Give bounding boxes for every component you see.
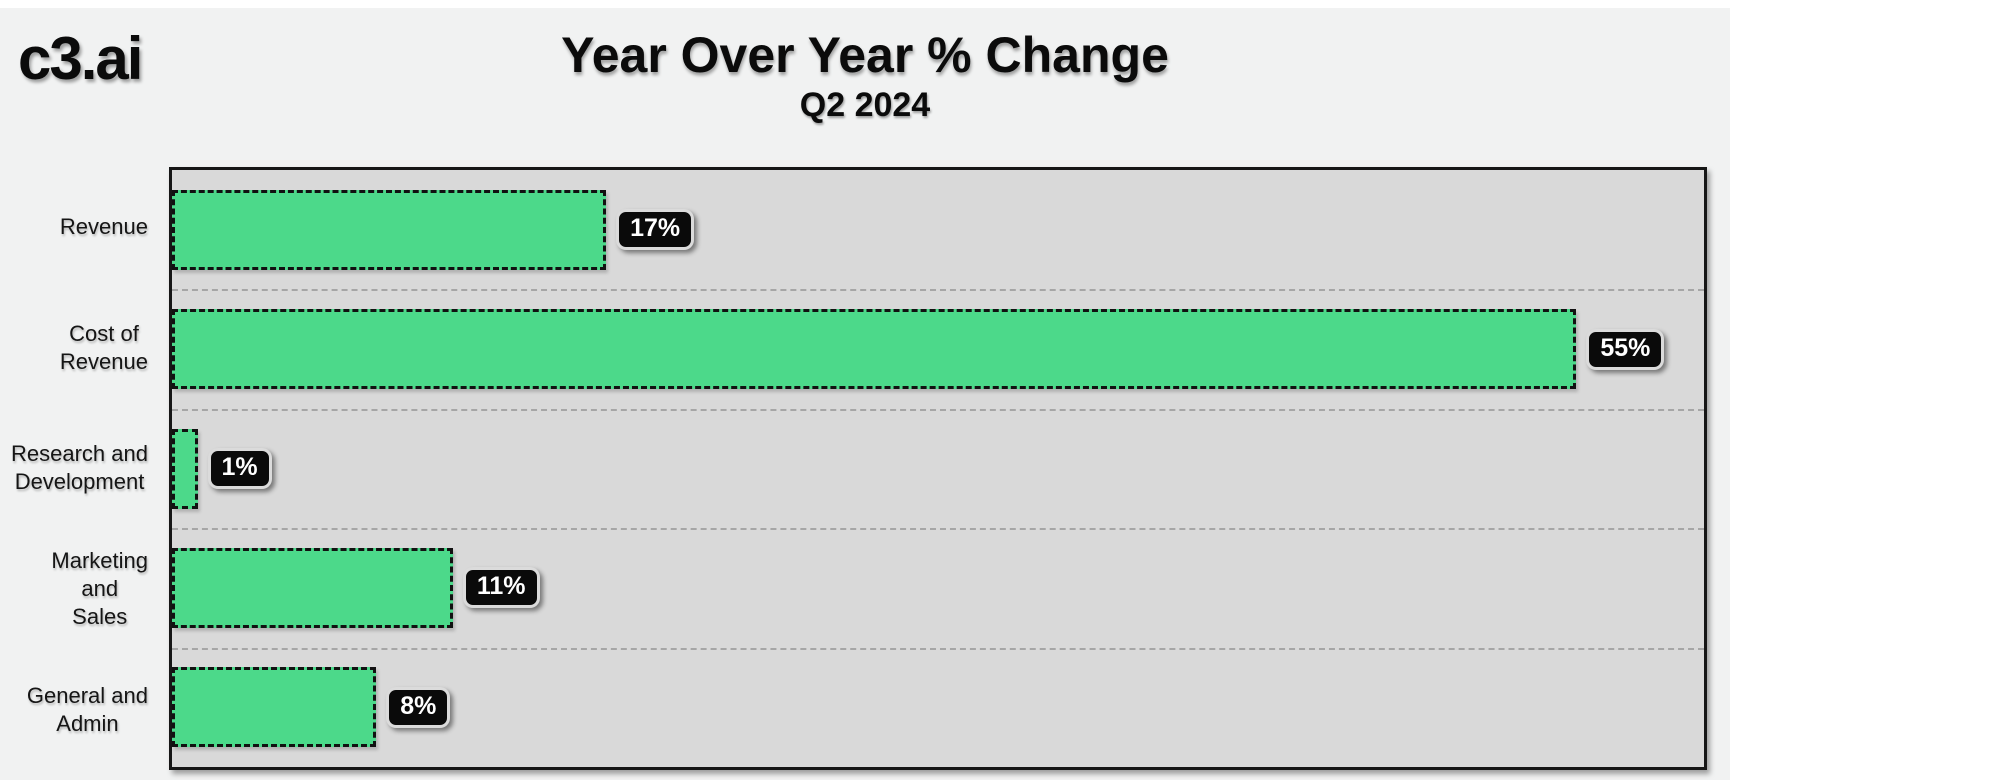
bar	[172, 667, 377, 748]
y-axis-label: Research and Development	[0, 408, 158, 529]
gridline	[172, 647, 1704, 650]
y-axis-label: General and Admin	[0, 649, 158, 770]
value-label: 55%	[1586, 328, 1665, 370]
bar	[172, 428, 198, 509]
c3ai-logo: c3.ai	[18, 25, 143, 92]
gridline	[172, 408, 1704, 411]
y-axis-label-text: General and Admin	[26, 682, 148, 736]
chart-subtitle: Q2 2024	[799, 86, 931, 124]
y-axis-label-text: Revenue	[59, 214, 148, 240]
chart-row: 11%	[172, 528, 1704, 647]
bar	[172, 189, 607, 270]
value-label: 11%	[462, 567, 540, 609]
bar	[172, 547, 453, 628]
chart-row: 17%	[172, 170, 1704, 289]
y-axis-label: Cost of Revenue	[0, 288, 158, 409]
y-axis-label-text: Research and Development	[11, 441, 148, 495]
y-axis-label: Marketing and Sales	[0, 529, 158, 650]
chart-row: 8%	[172, 648, 1704, 767]
y-axis-labels: Revenue Cost of Revenue Research and Devel…	[0, 167, 158, 770]
chart-title: Year Over Year % Change	[561, 27, 1169, 83]
value-label: 1%	[207, 448, 272, 490]
chart-row: 1%	[172, 409, 1704, 528]
y-axis-label-text: Marketing and Sales	[51, 547, 148, 630]
value-label: 17%	[616, 209, 695, 251]
y-axis-label: Revenue	[0, 167, 158, 288]
bar	[172, 309, 1577, 390]
y-axis-label-text: Cost of Revenue	[59, 320, 148, 374]
chart-row: 55%	[172, 289, 1704, 408]
gridline	[172, 289, 1704, 292]
chart-panel: c3.ai Year Over Year % Change Q2 2024 Re…	[0, 8, 1730, 780]
chart-rows: 17% 55% 1% 11% 8%	[172, 170, 1704, 767]
gridline	[172, 528, 1704, 531]
value-label: 8%	[386, 686, 451, 728]
plot-area: 17% 55% 1% 11% 8%	[169, 167, 1707, 770]
